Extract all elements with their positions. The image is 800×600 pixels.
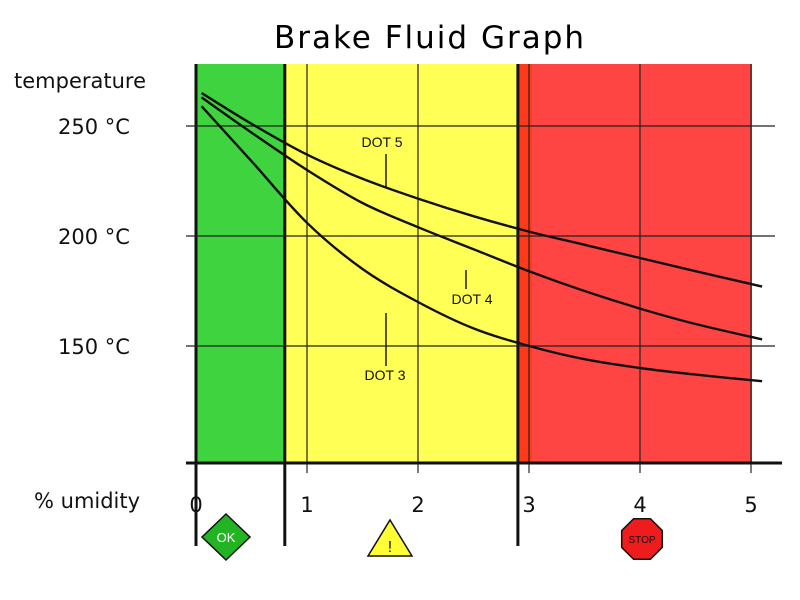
series-labels: DOT 5 DOT 4 DOT 3 bbox=[362, 134, 493, 383]
ok-diamond-shape bbox=[200, 512, 252, 562]
y-tick-label-0: 250 °C bbox=[58, 115, 130, 139]
y-tick-label-1: 200 °C bbox=[58, 225, 130, 249]
warning-triangle-icon: ! bbox=[366, 518, 414, 557]
stop-octagon-shape bbox=[620, 517, 664, 561]
x-tick-label-5: 5 bbox=[744, 493, 757, 517]
gridlines bbox=[186, 64, 782, 473]
chart-title: Brake Fluid Graph bbox=[274, 20, 586, 56]
x-tick-label-1: 1 bbox=[300, 493, 313, 517]
ok-diamond-icon: OK bbox=[200, 512, 252, 562]
x-axis-label: % umidity bbox=[34, 489, 140, 513]
series-curve-dot-3 bbox=[200, 105, 763, 383]
ok-icon-label: OK bbox=[217, 530, 236, 545]
series-label-dot-3: DOT 3 bbox=[365, 367, 406, 383]
y-axis-label: temperature bbox=[14, 69, 146, 93]
series-curves bbox=[200, 91, 763, 383]
risk-zones bbox=[194, 64, 752, 546]
series-curve-dot-4 bbox=[200, 96, 763, 341]
warning-icon-label: ! bbox=[388, 539, 392, 556]
series-label-dot-5: DOT 5 bbox=[362, 134, 403, 150]
axis-ticks: 250 °C 200 °C 150 °C 0 1 2 3 4 5 bbox=[58, 115, 758, 517]
y-tick-label-2: 150 °C bbox=[58, 335, 130, 359]
warning-triangle-shape bbox=[366, 518, 414, 557]
x-tick-label-3: 3 bbox=[522, 493, 535, 517]
series-label-dot-4: DOT 4 bbox=[452, 291, 493, 307]
zone-0 bbox=[196, 64, 285, 463]
stop-octagon-icon: STOP bbox=[620, 517, 664, 561]
zone-1 bbox=[284, 64, 518, 463]
zone-icons: OK! STOP bbox=[200, 512, 664, 562]
zone-edge-band bbox=[517, 64, 532, 463]
zone-2 bbox=[517, 64, 752, 463]
stop-icon-label: STOP bbox=[628, 535, 655, 546]
x-tick-label-4: 4 bbox=[633, 493, 646, 517]
x-tick-label-2: 2 bbox=[411, 493, 424, 517]
x-tick-label-0: 0 bbox=[189, 493, 202, 517]
series-curve-dot-5 bbox=[200, 91, 763, 288]
